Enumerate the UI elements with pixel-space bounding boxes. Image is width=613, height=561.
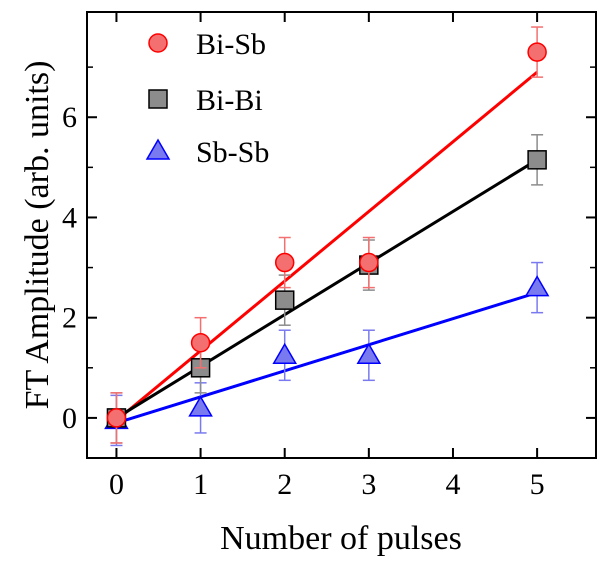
legend: Bi-Sb Bi-Bi Sb-Sb — [145, 28, 269, 169]
data-point — [188, 395, 213, 417]
fit-line — [115, 158, 538, 420]
y-tick-label: 4 — [62, 201, 77, 234]
data-point — [274, 252, 295, 273]
fit-line — [115, 70, 539, 422]
data-point — [359, 252, 379, 273]
marks-layer — [104, 26, 550, 447]
x-tick-label: 4 — [445, 468, 460, 501]
legend-marker — [148, 89, 168, 109]
plot-frame — [86, 11, 597, 459]
x-tick-label: 5 — [530, 468, 545, 501]
legend-marker — [148, 33, 168, 53]
data-point — [106, 408, 127, 428]
x-tick-label: 3 — [361, 468, 376, 501]
y-tick-label: 0 — [62, 402, 77, 435]
x-tick-label: 1 — [193, 468, 208, 501]
x-tick-label: 2 — [277, 468, 292, 501]
data-point — [524, 275, 550, 297]
data-point — [527, 150, 547, 170]
legend-label: Sb-Sb — [196, 136, 269, 169]
fit-line — [116, 291, 538, 425]
data-point — [190, 332, 211, 353]
x-axis-label: Number of pulses — [220, 520, 462, 557]
y-tick-label: 2 — [62, 302, 77, 335]
data-point — [274, 290, 295, 310]
y-axis-label: FT Amplitude (arb. units) — [19, 61, 56, 410]
legend-marker — [145, 138, 171, 160]
y-tick-label: 6 — [62, 101, 77, 134]
legend-label: Bi-Bi — [196, 84, 263, 117]
data-point — [272, 342, 298, 365]
legend-label: Bi-Sb — [196, 28, 266, 61]
data-point — [356, 342, 382, 365]
ticks-layer: 0 1 2 3 4 5 0 2 4 6 — [62, 12, 596, 501]
data-series — [106, 26, 547, 444]
data-point — [527, 42, 547, 62]
x-tick-label: 0 — [109, 468, 124, 501]
